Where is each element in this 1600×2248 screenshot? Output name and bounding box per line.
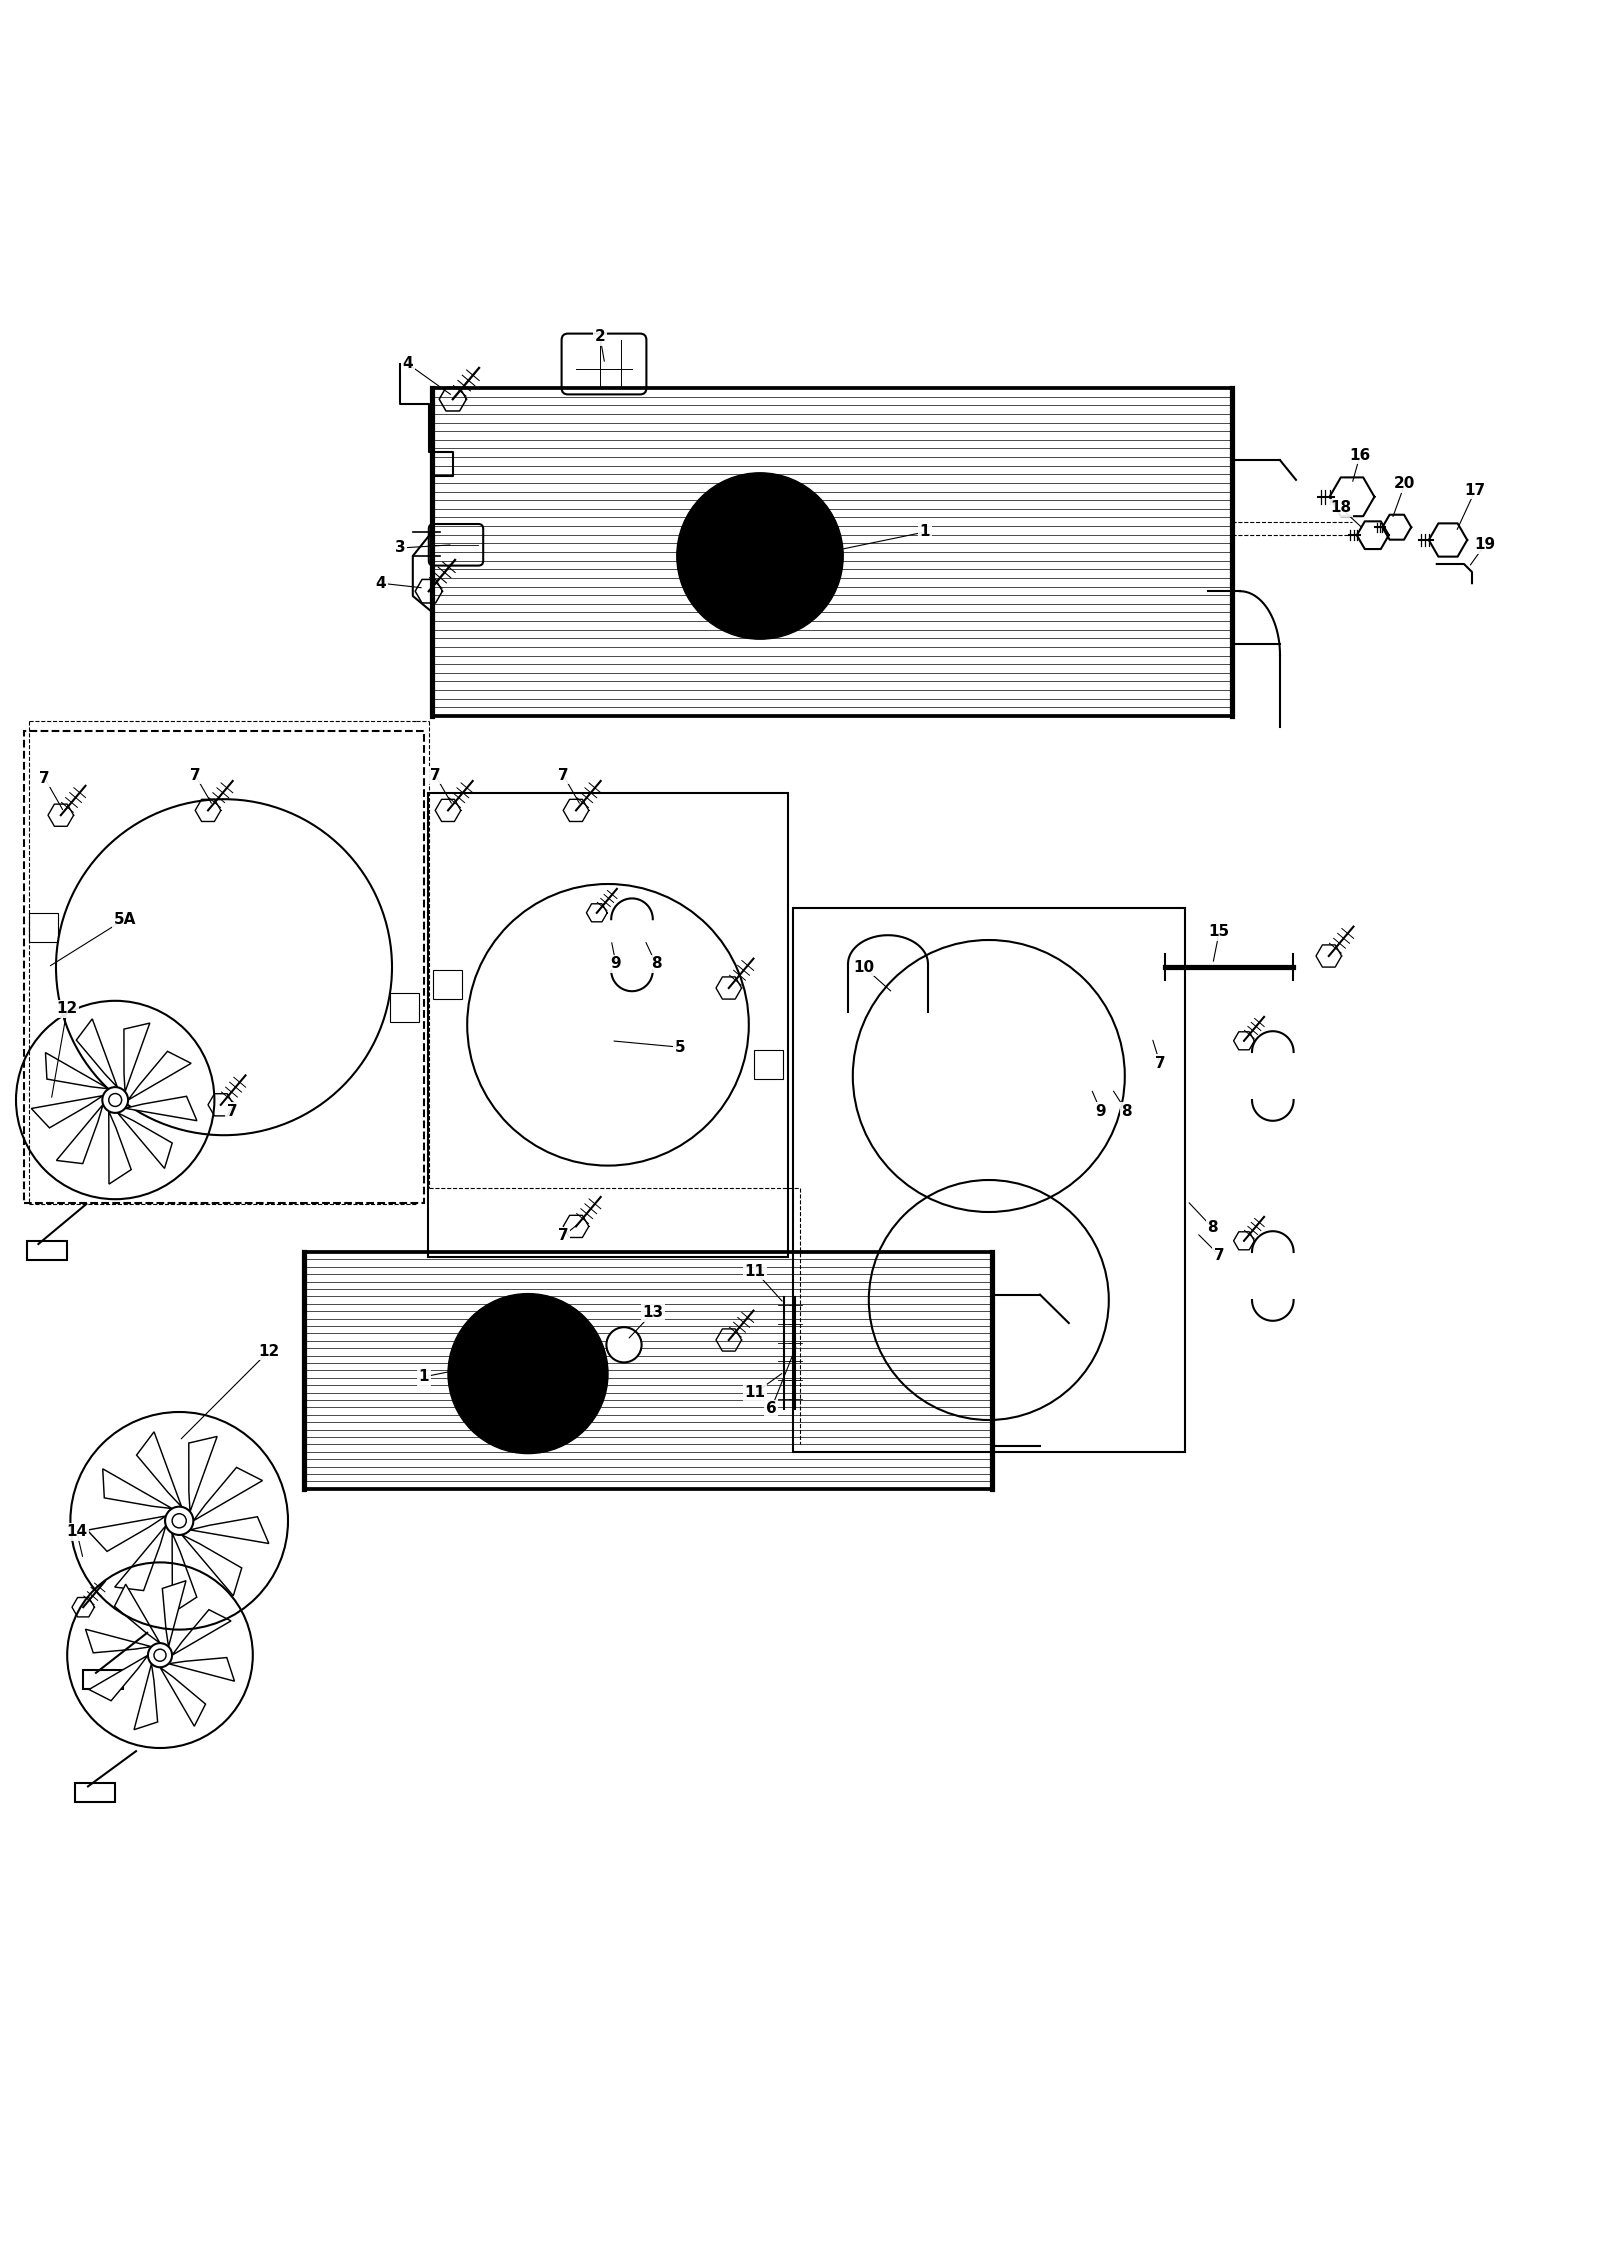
Text: 14: 14 [66,1524,88,1540]
Polygon shape [115,1526,166,1592]
Circle shape [448,1293,608,1454]
Polygon shape [168,1657,235,1682]
Text: 7: 7 [190,769,200,782]
Polygon shape [173,1610,230,1655]
Text: 9: 9 [1096,1104,1106,1120]
Bar [75,1783,115,1803]
Polygon shape [32,1095,102,1128]
Bar [429,794,787,1257]
Text: 15: 15 [1208,924,1230,940]
Text: 7: 7 [40,771,50,787]
Polygon shape [162,1580,186,1648]
Text: 8: 8 [1122,1104,1131,1120]
FancyBboxPatch shape [429,524,483,566]
Text: 4: 4 [403,357,413,371]
Bar [390,994,419,1021]
Polygon shape [1429,524,1467,558]
Circle shape [102,1088,128,1113]
Bar [27,1241,67,1259]
Bar [24,731,424,1203]
Bar [432,971,462,998]
Polygon shape [117,1113,173,1169]
Circle shape [677,472,843,638]
Polygon shape [1330,477,1374,517]
Text: 5: 5 [675,1039,685,1054]
Polygon shape [182,1535,242,1596]
Text: 19: 19 [1474,537,1496,553]
Text: 7: 7 [430,769,440,782]
Polygon shape [173,1533,197,1614]
Polygon shape [90,1655,147,1702]
Polygon shape [102,1468,173,1508]
Polygon shape [194,1468,262,1522]
Text: 8: 8 [1208,1221,1218,1236]
Polygon shape [86,1515,166,1551]
Polygon shape [115,1585,160,1643]
Polygon shape [128,1052,190,1099]
Polygon shape [1382,515,1411,540]
Text: 18: 18 [1330,501,1352,515]
Text: 11: 11 [744,1385,766,1401]
Polygon shape [1357,522,1389,549]
Text: 20: 20 [1394,477,1416,492]
Polygon shape [123,1023,150,1093]
Circle shape [165,1506,194,1535]
Bar [83,1670,123,1688]
Polygon shape [77,1018,117,1088]
Circle shape [109,1093,122,1106]
Text: 9: 9 [611,955,621,971]
Text: 7: 7 [1155,1057,1165,1070]
FancyBboxPatch shape [562,333,646,393]
Text: 6: 6 [766,1401,776,1416]
Text: 8: 8 [651,955,661,971]
Bar [794,908,1184,1452]
Bar [29,913,58,942]
Circle shape [154,1650,166,1661]
Bar [755,1050,784,1079]
Text: 7: 7 [1214,1248,1224,1263]
Text: 1: 1 [920,524,930,540]
Text: 11: 11 [744,1263,766,1279]
Polygon shape [134,1664,158,1729]
Text: 12: 12 [56,1000,78,1016]
Circle shape [147,1643,173,1668]
Text: 7: 7 [558,1227,568,1243]
Text: 13: 13 [642,1306,664,1320]
Polygon shape [45,1052,109,1088]
Text: 3: 3 [395,540,405,555]
Text: 12: 12 [258,1344,280,1358]
Polygon shape [136,1432,182,1506]
Polygon shape [190,1517,269,1544]
Text: 16: 16 [1349,447,1371,463]
Polygon shape [56,1104,102,1164]
Text: 7: 7 [227,1104,237,1120]
Polygon shape [85,1630,152,1652]
Text: 4: 4 [376,575,386,591]
Circle shape [606,1326,642,1362]
Text: 5A: 5A [114,913,136,926]
Text: 10: 10 [853,960,875,976]
Text: 1: 1 [419,1369,429,1385]
Text: 7: 7 [558,769,568,782]
Polygon shape [189,1436,218,1511]
Polygon shape [109,1111,131,1185]
Circle shape [173,1513,186,1529]
Polygon shape [160,1668,205,1726]
Text: 2: 2 [595,328,605,344]
Polygon shape [125,1097,197,1122]
Text: 17: 17 [1464,483,1486,497]
